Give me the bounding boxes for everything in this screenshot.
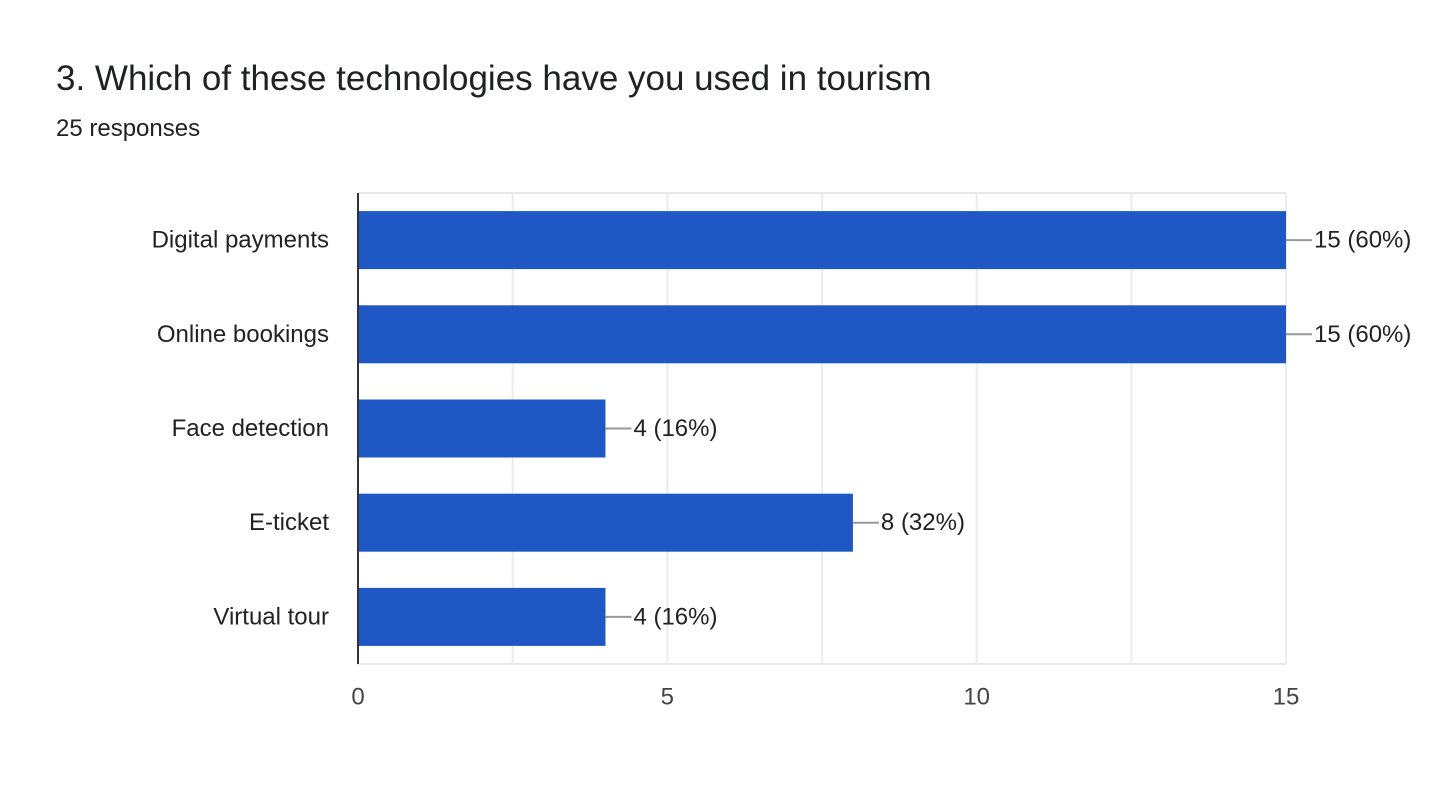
category-label: Digital payments xyxy=(152,227,329,254)
question-title: 3. Which of these technologies have you … xyxy=(56,59,932,98)
value-label: 15 (60%) xyxy=(1314,321,1411,348)
category-label: Face detection xyxy=(172,415,329,442)
grid-lines xyxy=(358,192,1287,665)
x-tick-label: 10 xyxy=(963,684,990,711)
value-label: 4 (16%) xyxy=(633,415,717,442)
bar xyxy=(358,211,1286,270)
bar xyxy=(358,587,606,646)
bar xyxy=(358,493,853,552)
value-label: 15 (60%) xyxy=(1314,227,1411,254)
category-label: E-ticket xyxy=(249,509,329,536)
value-label: 8 (32%) xyxy=(881,509,965,536)
value-label: 4 (16%) xyxy=(633,603,717,630)
x-tick-label: 15 xyxy=(1273,684,1300,711)
category-label: Virtual tour xyxy=(213,603,329,630)
x-tick-label: 5 xyxy=(661,684,674,711)
category-label: Online bookings xyxy=(157,321,329,348)
x-tick-label: 0 xyxy=(351,684,364,711)
bar xyxy=(358,305,1286,364)
response-count: 25 responses xyxy=(56,115,201,142)
labels: 15 (60%) Digital payments 15 (60%) Online b… xyxy=(152,227,1412,711)
bar xyxy=(358,399,606,458)
bars xyxy=(358,211,1286,646)
